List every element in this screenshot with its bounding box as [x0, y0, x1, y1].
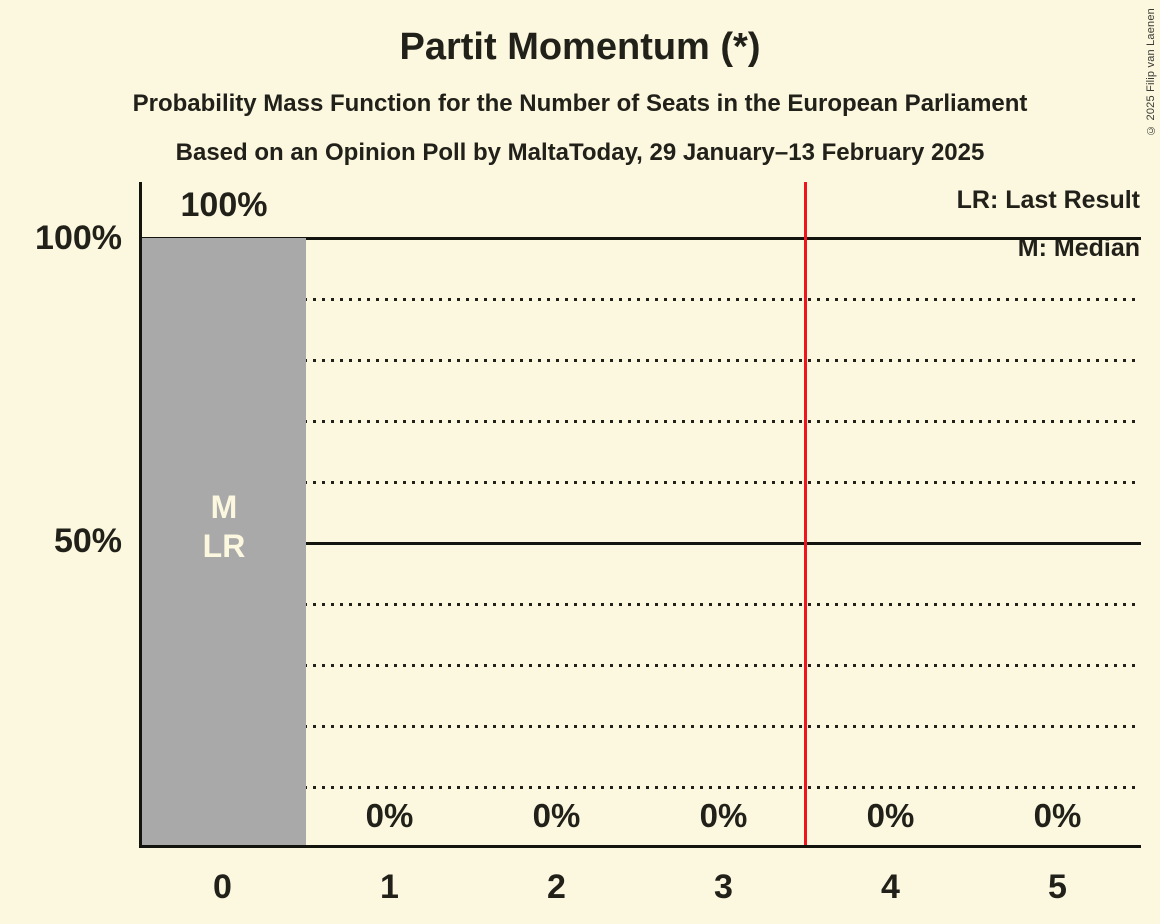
gridline-40 — [142, 603, 1141, 606]
x-axis-tick-5: 5 — [1048, 868, 1067, 906]
gridline-70 — [142, 420, 1141, 423]
last-result-line — [804, 182, 807, 848]
gridline-80 — [142, 359, 1141, 362]
gridline-10 — [142, 786, 1141, 789]
bar-seats-0 — [142, 238, 306, 845]
bar-seats-0-value-label: 100% — [180, 186, 268, 224]
y-axis — [139, 182, 142, 848]
copyright-notice: © 2025 Filip van Laenen — [1145, 8, 1157, 136]
gridline-60 — [142, 481, 1141, 484]
median-marker: M — [210, 489, 238, 525]
last-result-marker: LR — [202, 528, 246, 564]
x-axis-tick-4: 4 — [881, 868, 900, 906]
x-axis-tick-1: 1 — [380, 868, 399, 906]
x-axis-tick-3: 3 — [714, 868, 733, 906]
legend-last-result: LR: Last Result — [956, 186, 1140, 214]
bar-seats-0-annotations: M LR — [142, 488, 306, 566]
chart-title: Partit Momentum (*) — [399, 26, 761, 68]
bar-seats-2-value-label: 0% — [532, 797, 581, 834]
x-axis — [139, 845, 1141, 848]
x-axis-tick-0: 0 — [213, 868, 232, 906]
chart-poll-source: Based on an Opinion Poll by MaltaToday, … — [175, 139, 985, 166]
y-axis-tick-50: 50% — [53, 522, 122, 560]
y-axis-tick-100: 100% — [35, 219, 122, 257]
plot-area: 100% M LR 0% 0% 0% 0% 0% — [139, 182, 1141, 848]
bar-seats-3-value-label: 0% — [699, 797, 748, 834]
bar-seats-1-value-label: 0% — [365, 797, 414, 834]
gridline-20 — [142, 725, 1141, 728]
chart-subtitle: Probability Mass Function for the Number… — [132, 90, 1028, 117]
gridline-100 — [142, 237, 1141, 240]
bar-seats-4-value-label: 0% — [866, 797, 915, 834]
x-axis-tick-2: 2 — [547, 868, 566, 906]
gridline-50 — [142, 542, 1141, 545]
bar-seats-5-value-label: 0% — [1033, 797, 1082, 834]
gridline-90 — [142, 298, 1141, 301]
gridline-30 — [142, 664, 1141, 667]
